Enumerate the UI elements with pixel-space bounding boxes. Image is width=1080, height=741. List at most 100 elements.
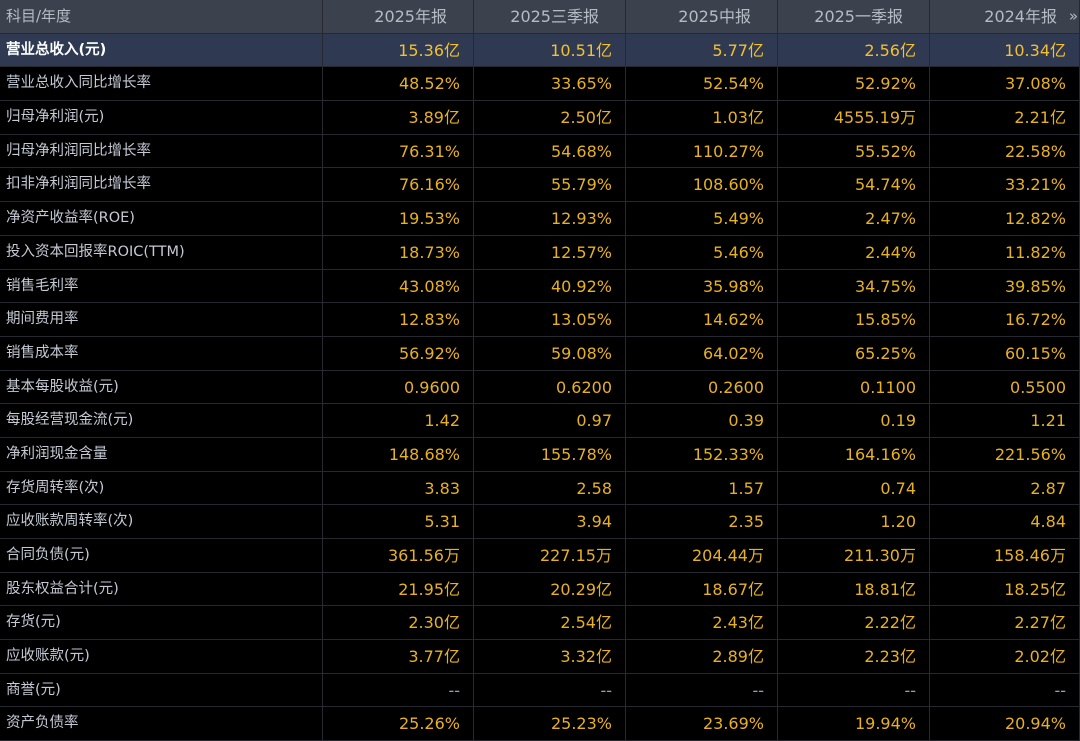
row-label[interactable]: 营业总收入同比增长率 <box>0 67 323 102</box>
row-value: 54.68% <box>474 134 626 169</box>
period-header-2025-interim[interactable]: 2025中报 <box>626 0 778 34</box>
row-value: 15.36亿 <box>323 33 474 68</box>
row-value: 2.02亿 <box>930 640 1080 674</box>
row-value: 0.19 <box>778 404 930 438</box>
row-value: 25.26% <box>323 707 474 741</box>
row-label[interactable]: 存货周转率(次) <box>0 471 323 506</box>
row-value: 2.56亿 <box>778 33 930 68</box>
row-label[interactable]: 存货(元) <box>0 606 323 641</box>
chevron-right-icon[interactable]: » <box>1068 7 1078 25</box>
row-value: 5.46% <box>626 235 778 270</box>
row-value: -- <box>474 673 626 708</box>
row-label[interactable]: 销售毛利率 <box>0 269 323 304</box>
row-label[interactable]: 投入资本回报率ROIC(TTM) <box>0 235 323 270</box>
row-value: 55.79% <box>474 168 626 203</box>
row-label[interactable]: 归母净利润(元) <box>0 101 323 135</box>
row-value: 18.73% <box>323 235 474 270</box>
row-value: 221.56% <box>930 437 1080 472</box>
row-value: 14.62% <box>626 303 778 337</box>
row-value: 2.22亿 <box>778 606 930 641</box>
row-value: 204.44万 <box>626 539 778 573</box>
row-value: 20.94% <box>930 707 1080 741</box>
period-header-2025-q3[interactable]: 2025三季报 <box>474 0 626 34</box>
row-value: 11.82% <box>930 235 1080 270</box>
row-value: 2.21亿 <box>930 101 1080 135</box>
row-value: 0.39 <box>626 404 778 438</box>
row-value: 35.98% <box>626 269 778 304</box>
row-value: 33.65% <box>474 67 626 102</box>
row-value: 2.35 <box>626 505 778 539</box>
row-value: 37.08% <box>930 67 1080 102</box>
row-value: 0.6200 <box>474 370 626 405</box>
row-value: 2.87 <box>930 471 1080 506</box>
row-value: 110.27% <box>626 134 778 169</box>
row-value: 60.15% <box>930 336 1080 371</box>
row-value: 2.23亿 <box>778 640 930 674</box>
row-value: 155.78% <box>474 437 626 472</box>
row-label[interactable]: 商誉(元) <box>0 673 323 708</box>
row-value: 158.46万 <box>930 539 1080 573</box>
period-header-2024-annual-label: 2024年报 <box>984 7 1057 26</box>
row-label[interactable]: 营业总收入(元) <box>0 33 323 68</box>
row-label[interactable]: 股东权益合计(元) <box>0 572 323 607</box>
row-value: 59.08% <box>474 336 626 371</box>
row-value: 4.84 <box>930 505 1080 539</box>
row-value: 25.23% <box>474 707 626 741</box>
row-label[interactable]: 期间费用率 <box>0 303 323 337</box>
row-value: 43.08% <box>323 269 474 304</box>
row-label[interactable]: 净利润现金含量 <box>0 437 323 472</box>
row-value: 15.85% <box>778 303 930 337</box>
row-value: 64.02% <box>626 336 778 371</box>
row-label[interactable]: 应收账款(元) <box>0 640 323 674</box>
row-value: 40.92% <box>474 269 626 304</box>
period-header-2024-annual[interactable]: 2024年报 » <box>930 0 1080 34</box>
row-value: 12.57% <box>474 235 626 270</box>
row-label[interactable]: 基本每股收益(元) <box>0 370 323 405</box>
row-value: 54.74% <box>778 168 930 203</box>
row-value: 5.77亿 <box>626 33 778 68</box>
row-value: 2.58 <box>474 471 626 506</box>
row-value: 1.20 <box>778 505 930 539</box>
row-label[interactable]: 净资产收益率(ROE) <box>0 202 323 236</box>
row-value: 2.47% <box>778 202 930 236</box>
row-value: 12.83% <box>323 303 474 337</box>
row-value: 2.54亿 <box>474 606 626 641</box>
row-label[interactable]: 销售成本率 <box>0 336 323 371</box>
row-value: -- <box>323 673 474 708</box>
row-value: 55.52% <box>778 134 930 169</box>
row-value: 18.25亿 <box>930 572 1080 607</box>
row-label[interactable]: 应收账款周转率(次) <box>0 505 323 539</box>
row-value: 34.75% <box>778 269 930 304</box>
row-value: 52.92% <box>778 67 930 102</box>
row-value: 2.30亿 <box>323 606 474 641</box>
row-value: 361.56万 <box>323 539 474 573</box>
row-value: 2.43亿 <box>626 606 778 641</box>
header-label: 科目/年度 <box>0 0 323 34</box>
row-value: 1.57 <box>626 471 778 506</box>
row-value: 21.95亿 <box>323 572 474 607</box>
row-value: 56.92% <box>323 336 474 371</box>
row-label[interactable]: 资产负债率 <box>0 707 323 741</box>
row-value: 18.67亿 <box>626 572 778 607</box>
row-value: 0.9600 <box>323 370 474 405</box>
row-value: 152.33% <box>626 437 778 472</box>
row-label[interactable]: 扣非净利润同比增长率 <box>0 168 323 203</box>
row-value: 65.25% <box>778 336 930 371</box>
row-value: 18.81亿 <box>778 572 930 607</box>
period-header-2025-annual[interactable]: 2025年报 <box>323 0 474 34</box>
row-value: 108.60% <box>626 168 778 203</box>
row-value: 76.16% <box>323 168 474 203</box>
row-value: 16.72% <box>930 303 1080 337</box>
row-label[interactable]: 每股经营现金流(元) <box>0 404 323 438</box>
row-value: 12.82% <box>930 202 1080 236</box>
row-value: 23.69% <box>626 707 778 741</box>
row-value: 164.16% <box>778 437 930 472</box>
row-value: 76.31% <box>323 134 474 169</box>
row-label[interactable]: 合同负债(元) <box>0 539 323 573</box>
row-value: 211.30万 <box>778 539 930 573</box>
period-header-2025-q1[interactable]: 2025一季报 <box>778 0 930 34</box>
row-label[interactable]: 归母净利润同比增长率 <box>0 134 323 169</box>
row-value: -- <box>626 673 778 708</box>
row-value: 33.21% <box>930 168 1080 203</box>
row-value: 13.05% <box>474 303 626 337</box>
